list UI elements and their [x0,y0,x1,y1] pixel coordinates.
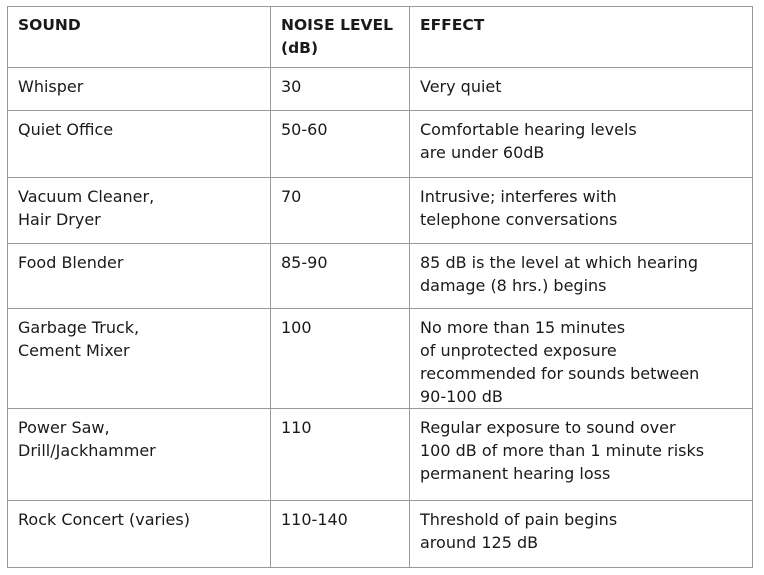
sound-cell: Whisper [7,67,271,111]
header-effect: EFFECT [409,6,753,68]
table-row: Whisper 30 Very quiet [7,67,753,111]
header-row: SOUND NOISE LEVEL (dB) EFFECT [7,6,753,68]
effect-cell: No more than 15 minutes of unprotected e… [409,308,753,409]
noise-level-cell: 50-60 [270,110,410,178]
table-row: Garbage Truck, Cement Mixer 100 No more … [7,308,753,409]
table-row: Rock Concert (varies) 110-140 Threshold … [7,500,753,568]
table-row: Quiet Office 50-60 Comfortable hearing l… [7,110,753,178]
header-noise-level: NOISE LEVEL (dB) [270,6,410,68]
sound-cell: Food Blender [7,243,271,309]
table-row: Vacuum Cleaner, Hair Dryer 70 Intrusive;… [7,177,753,244]
noise-level-table: SOUND NOISE LEVEL (dB) EFFECT Whisper 30… [7,6,753,568]
table-row: Power Saw, Drill/Jackhammer 110 Regular … [7,408,753,501]
effect-cell: Regular exposure to sound over 100 dB of… [409,408,753,501]
noise-level-cell: 70 [270,177,410,244]
noise-level-cell: 110 [270,408,410,501]
header-sound: SOUND [7,6,271,68]
effect-cell: Intrusive; interferes with telephone con… [409,177,753,244]
sound-cell: Rock Concert (varies) [7,500,271,568]
effect-cell: 85 dB is the level at which hearing dama… [409,243,753,309]
effect-cell: Threshold of pain begins around 125 dB [409,500,753,568]
effect-cell: Comfortable hearing levels are under 60d… [409,110,753,178]
noise-level-cell: 110-140 [270,500,410,568]
noise-level-cell: 85-90 [270,243,410,309]
sound-cell: Power Saw, Drill/Jackhammer [7,408,271,501]
sound-cell: Quiet Office [7,110,271,178]
sound-cell: Vacuum Cleaner, Hair Dryer [7,177,271,244]
effect-cell: Very quiet [409,67,753,111]
noise-level-cell: 100 [270,308,410,409]
sound-cell: Garbage Truck, Cement Mixer [7,308,271,409]
noise-level-cell: 30 [270,67,410,111]
table-row: Food Blender 85-90 85 dB is the level at… [7,243,753,309]
